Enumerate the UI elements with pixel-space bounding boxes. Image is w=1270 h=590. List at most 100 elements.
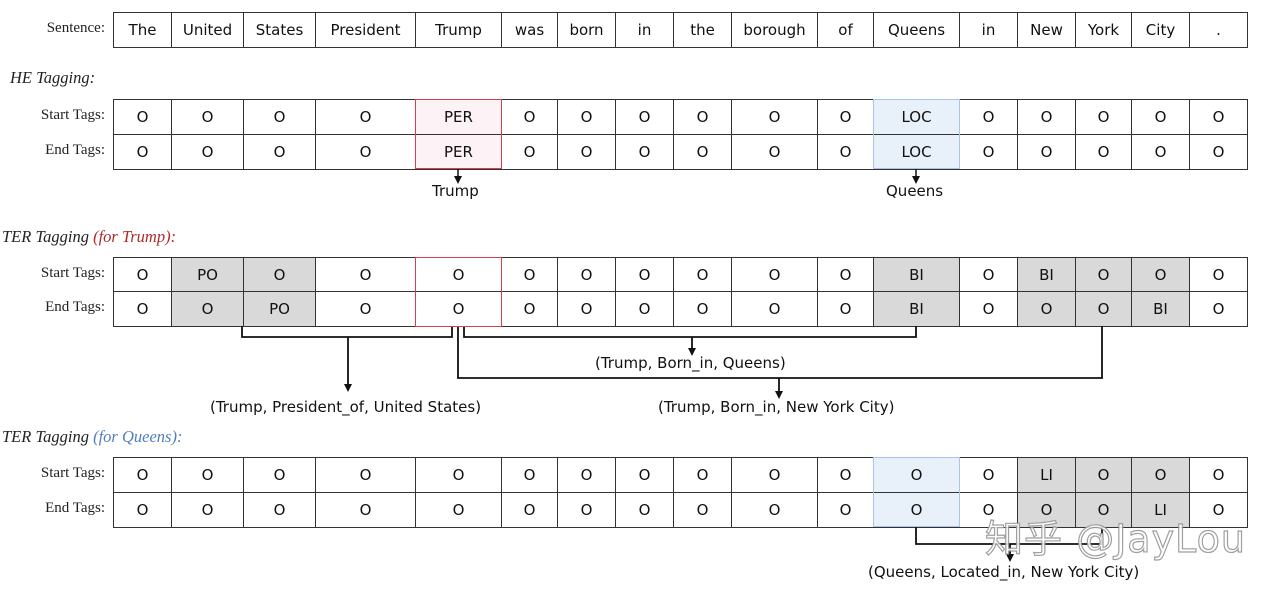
ter-queens-end-cell-12: O	[959, 492, 1018, 528]
ter-queens-end-cell-14: O	[1075, 492, 1132, 528]
he-start-cell-14: O	[1075, 99, 1132, 135]
he-tagging-title: HE Tagging:	[10, 68, 96, 87]
ter-trump-start-label: Start Tags:	[40, 265, 105, 281]
ter-trump-end-cell-8: O	[673, 291, 732, 327]
ter-trump-start-cell-9: O	[731, 257, 818, 293]
triple-located-in: (Queens, Located_in, New York City)	[868, 563, 1140, 581]
he-end-cell-2: O	[243, 134, 316, 170]
he-start-cell-15: O	[1131, 99, 1190, 135]
ter-trump-end-cell-12: O	[959, 291, 1018, 327]
he-entity-trump: Trump	[432, 182, 479, 200]
ter-queens-start-cell-2: O	[243, 457, 316, 493]
token-cell-6: born	[557, 12, 616, 48]
ter-trump-end-cell-0: O	[113, 291, 172, 327]
ter-trump-end-cell-9: O	[731, 291, 818, 327]
ter-queens-title: TER Tagging (for Queens):	[2, 427, 182, 447]
he-end-cell-15: O	[1131, 134, 1190, 170]
he-end-label: End Tags:	[45, 142, 105, 158]
token-cell-11: Queens	[873, 12, 960, 48]
token-cell-10: of	[817, 12, 874, 48]
bracket-located-in	[915, 526, 1103, 545]
ter-trump-end-cell-13: O	[1017, 291, 1076, 327]
ter-trump-start-cell-3: O	[315, 257, 416, 293]
bracket-born-in-queens	[463, 326, 917, 338]
he-start-cell-5: O	[501, 99, 558, 135]
ter-queens-end-cell-6: O	[557, 492, 616, 528]
watermark: 知乎 @JayLou	[984, 516, 1246, 561]
ter-queens-end-cell-4: O	[415, 492, 502, 528]
he-end-cell-0: O	[113, 134, 172, 170]
token-cell-3: President	[315, 12, 416, 48]
ter-queens-end-cell-11: O	[873, 492, 960, 528]
he-end-cell-7: O	[615, 134, 674, 170]
he-end-cell-9: O	[731, 134, 818, 170]
triple-president-of: (Trump, President_of, United States)	[210, 398, 482, 416]
triple-born-in-nyc: (Trump, Born_in, New York City)	[658, 398, 895, 416]
ter-queens-start-label: Start Tags:	[40, 465, 105, 481]
bracket-president-of	[241, 326, 453, 338]
he-end-cell-16: O	[1189, 134, 1248, 170]
token-cell-16: .	[1189, 12, 1248, 48]
ter-trump-end-cell-16: O	[1189, 291, 1248, 327]
ter-queens-start-cell-8: O	[673, 457, 732, 493]
ter-trump-end-label: End Tags:	[45, 299, 105, 315]
ter-queens-title-prefix: TER Tagging	[2, 427, 89, 446]
ter-queens-title-suffix: (for Queens):	[93, 427, 183, 446]
he-start-cell-16: O	[1189, 99, 1248, 135]
token-cell-4: Trump	[415, 12, 502, 48]
he-start-cell-2: O	[243, 99, 316, 135]
ter-queens-start-cell-6: O	[557, 457, 616, 493]
ter-queens-start-cell-12: O	[959, 457, 1018, 493]
ter-trump-start-cell-13: BI	[1017, 257, 1076, 293]
token-cell-5: was	[501, 12, 558, 48]
bracket-born-in-nyc	[457, 326, 1103, 379]
ter-trump-start-cell-0: O	[113, 257, 172, 293]
he-end-cell-5: O	[501, 134, 558, 170]
ter-trump-start-cell-10: O	[817, 257, 874, 293]
ter-queens-end-cell-7: O	[615, 492, 674, 528]
he-start-cell-10: O	[817, 99, 874, 135]
ter-queens-start-cell-10: O	[817, 457, 874, 493]
ter-trump-title: TER Tagging (for Trump):	[2, 227, 176, 247]
ter-trump-start-cell-6: O	[557, 257, 616, 293]
ter-trump-start-cell-16: O	[1189, 257, 1248, 293]
ter-queens-start-cell-1: O	[171, 457, 244, 493]
ter-queens-end-label: End Tags:	[45, 500, 105, 516]
ter-trump-end-cell-10: O	[817, 291, 874, 327]
ter-trump-end-cell-1: O	[171, 291, 244, 327]
ter-trump-start-cell-2: O	[243, 257, 316, 293]
ter-queens-end-cell-10: O	[817, 492, 874, 528]
token-cell-8: the	[673, 12, 732, 48]
ter-queens-start-cell-13: LI	[1017, 457, 1076, 493]
token-cell-15: City	[1131, 12, 1190, 48]
ter-queens-end-cell-2: O	[243, 492, 316, 528]
ter-queens-end-cell-9: O	[731, 492, 818, 528]
he-entity-queens: Queens	[886, 182, 944, 200]
ter-trump-end-cell-2: PO	[243, 291, 316, 327]
he-start-cell-3: O	[315, 99, 416, 135]
ter-trump-end-cell-4: O	[415, 291, 502, 327]
he-end-cell-8: O	[673, 134, 732, 170]
he-end-cell-4: PER	[415, 134, 502, 170]
ter-trump-start-cell-8: O	[673, 257, 732, 293]
sentence-label: Sentence:	[46, 20, 105, 36]
triple-born-in-queens: (Trump, Born_in, Queens)	[595, 354, 786, 372]
he-end-cell-6: O	[557, 134, 616, 170]
ter-queens-start-cell-4: O	[415, 457, 502, 493]
token-cell-14: York	[1075, 12, 1132, 48]
ter-trump-end-cell-15: BI	[1131, 291, 1190, 327]
token-cell-12: in	[959, 12, 1018, 48]
ter-trump-end-cell-11: BI	[873, 291, 960, 327]
ter-trump-end-cell-14: O	[1075, 291, 1132, 327]
ter-queens-end-cell-16: O	[1189, 492, 1248, 528]
ter-queens-end-cell-3: O	[315, 492, 416, 528]
he-end-cell-3: O	[315, 134, 416, 170]
ter-queens-end-cell-15: LI	[1131, 492, 1190, 528]
ter-trump-end-cell-7: O	[615, 291, 674, 327]
ter-trump-title-prefix: TER Tagging	[2, 227, 89, 246]
token-cell-13: New	[1017, 12, 1076, 48]
ter-trump-start-cell-15: O	[1131, 257, 1190, 293]
ter-trump-end-cell-6: O	[557, 291, 616, 327]
